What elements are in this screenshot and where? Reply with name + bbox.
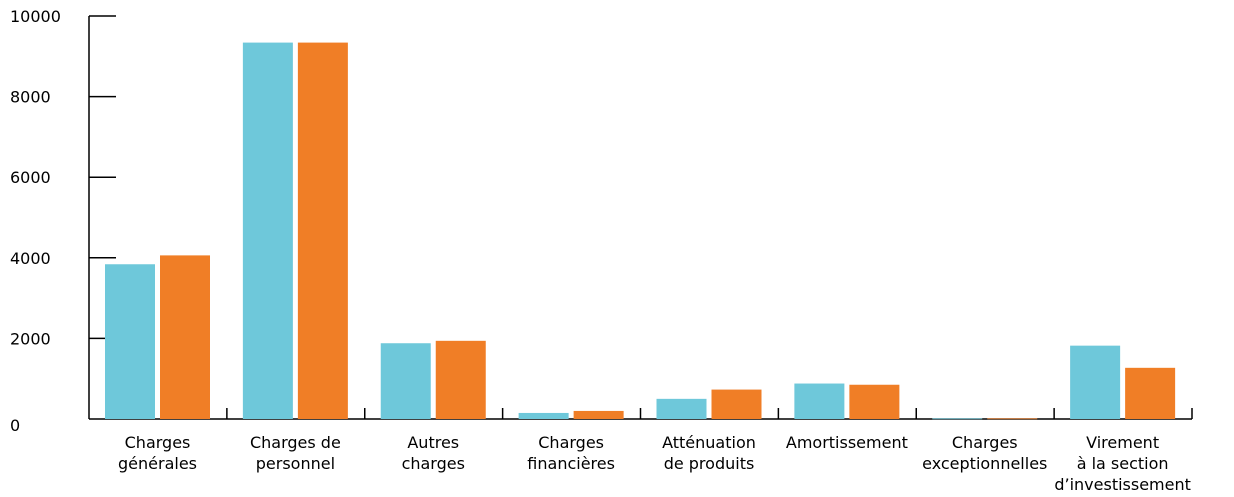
category-label: charges [402, 454, 465, 473]
category-label: à la section [1077, 454, 1169, 473]
category-label: Amortissement [786, 433, 908, 452]
bars [105, 42, 1176, 420]
bar-series-1 [242, 42, 293, 420]
bar-series-1 [105, 264, 155, 419]
bar-series-2 [849, 384, 900, 419]
bar-series-2 [987, 418, 1038, 420]
category-label: Virement [1086, 433, 1159, 452]
bar-series-1 [794, 383, 845, 419]
category-label: financières [527, 454, 615, 473]
category-label: exceptionnelles [922, 454, 1047, 473]
y-tick-label: 0 [10, 416, 20, 435]
bar-series-1 [932, 418, 983, 420]
category-label: Charges [125, 433, 191, 452]
bar-series-2 [573, 410, 624, 419]
bar-series-1 [518, 412, 569, 419]
bar-series-1 [1070, 345, 1121, 419]
category-label: personnel [256, 454, 335, 473]
y-tick-label: 4000 [10, 249, 51, 268]
category-label: de produits [664, 454, 755, 473]
category-label: Charges [952, 433, 1018, 452]
y-tick-label: 8000 [10, 88, 51, 107]
y-tick-label: 2000 [10, 329, 51, 348]
category-label: Autres [407, 433, 459, 452]
bar-series-2 [435, 340, 486, 419]
bar-series-1 [656, 398, 707, 419]
y-tick-label: 6000 [10, 168, 51, 187]
bar-series-2 [711, 389, 762, 419]
category-label: Atténuation [662, 433, 756, 452]
x-axis-ticks [226, 408, 1193, 419]
y-axis-ticks: 0 2000 4000 6000 8000 10000 [10, 7, 116, 435]
category-label: d’investissement [1054, 475, 1191, 494]
bar-series-1 [380, 343, 431, 419]
bar-series-2 [160, 255, 210, 419]
y-tick-label: 10000 [10, 7, 61, 26]
category-labels: Charges générales Charges de personnel Autre… [118, 433, 1191, 494]
bar-series-2 [1125, 367, 1176, 419]
bar-series-2 [297, 42, 348, 420]
category-label: Charges de [250, 433, 341, 452]
category-label: Charges [538, 433, 604, 452]
category-label: générales [118, 454, 197, 473]
